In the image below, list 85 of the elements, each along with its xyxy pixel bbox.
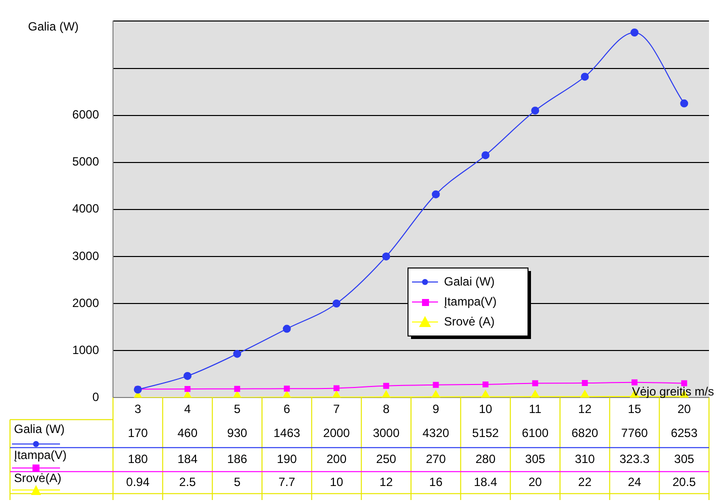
- y-tick-label: 5000: [72, 154, 100, 169]
- x-tick-label: 20: [677, 402, 692, 416]
- data-label: 5: [234, 474, 241, 489]
- data-label: 7.7: [278, 474, 296, 489]
- text: Srovė(A): [14, 470, 62, 485]
- legend-label: Galai (W): [444, 274, 495, 288]
- point: [432, 190, 440, 198]
- x-tick-label: 11: [528, 402, 542, 416]
- point: [580, 72, 589, 81]
- data-label: 0.94: [126, 474, 150, 489]
- data-label: 190: [276, 452, 298, 466]
- point: [432, 382, 439, 388]
- y-tick-label: 2000: [72, 296, 100, 310]
- data-label: 305: [674, 452, 694, 466]
- data-label: 22: [578, 474, 592, 489]
- x-tick-label: 12: [578, 402, 592, 416]
- y-tick-label: 1000: [72, 342, 100, 357]
- x-tick-label: 9: [432, 402, 440, 416]
- point: [233, 350, 242, 358]
- data-label: 2000: [323, 426, 350, 440]
- point: [382, 252, 390, 260]
- data-label: 7760: [621, 426, 648, 440]
- x-tick-label: 4: [184, 402, 192, 416]
- data-label: 323.3: [619, 452, 650, 466]
- point: [383, 382, 390, 389]
- data-label: 3000: [372, 426, 400, 440]
- point: [582, 380, 588, 386]
- point: [334, 385, 340, 392]
- point: [630, 28, 638, 36]
- point: [184, 386, 190, 392]
- data-label: 20: [528, 474, 542, 489]
- point: [332, 300, 340, 308]
- data-label: 6253: [670, 426, 698, 440]
- x-tick-label: 7: [333, 402, 340, 416]
- x-tick-label: 15: [628, 402, 642, 416]
- data-label: 930: [227, 426, 248, 440]
- y-axis-title: Galia (W): [28, 19, 79, 34]
- point: [680, 99, 688, 108]
- data-label: 1463: [273, 426, 301, 440]
- point: [532, 380, 538, 386]
- point: [482, 151, 490, 160]
- data-label: 5152: [472, 426, 500, 440]
- data-label: 280: [475, 452, 496, 466]
- data-label: 16: [429, 474, 443, 489]
- data-label: 18.4: [474, 474, 498, 489]
- data-label: 184: [177, 452, 198, 466]
- x-tick-label: 8: [382, 402, 390, 416]
- point: [482, 381, 488, 388]
- text: Galia (W): [14, 422, 65, 436]
- x-tick-label: 10: [478, 402, 492, 416]
- point: [681, 380, 688, 386]
- y-tick-label: 0: [92, 390, 100, 404]
- data-label: 24: [628, 474, 642, 489]
- data-label: 20.5: [672, 474, 696, 489]
- legend-label: Srovė (A): [444, 314, 495, 328]
- y-tick-label: 6000: [72, 108, 100, 122]
- point: [282, 324, 291, 333]
- x-tick-label: 3: [134, 402, 142, 416]
- y-tick-label: 4000: [72, 202, 100, 216]
- data-label: 6820: [571, 426, 599, 440]
- text: Įtampa(V): [14, 448, 67, 462]
- x-tick-label: 6: [283, 402, 290, 416]
- data-label: 170: [128, 426, 148, 440]
- data-label: 10: [330, 474, 344, 489]
- point: [184, 372, 192, 380]
- data-label: 310: [574, 452, 596, 466]
- data-label: 12: [379, 474, 394, 489]
- data-label: 305: [525, 452, 546, 466]
- data-label: 6100: [522, 426, 549, 440]
- data-label: 250: [376, 452, 396, 466]
- legend-label: Įtampa(V): [444, 294, 497, 308]
- data-label: 186: [227, 452, 248, 466]
- point: [284, 386, 290, 392]
- data-label: 460: [177, 426, 198, 440]
- data-label: 200: [326, 452, 347, 466]
- data-label: 4320: [422, 426, 450, 440]
- data-label: 270: [426, 452, 446, 466]
- data-label: 180: [128, 452, 148, 466]
- x-axis-title: Vėjo greitis m/s: [632, 384, 714, 398]
- y-tick-label: 3000: [72, 248, 100, 263]
- point: [531, 106, 540, 115]
- x-tick-label: 5: [234, 402, 241, 416]
- data-label: 2.5: [179, 474, 196, 489]
- point: [234, 386, 240, 392]
- point: [632, 379, 638, 386]
